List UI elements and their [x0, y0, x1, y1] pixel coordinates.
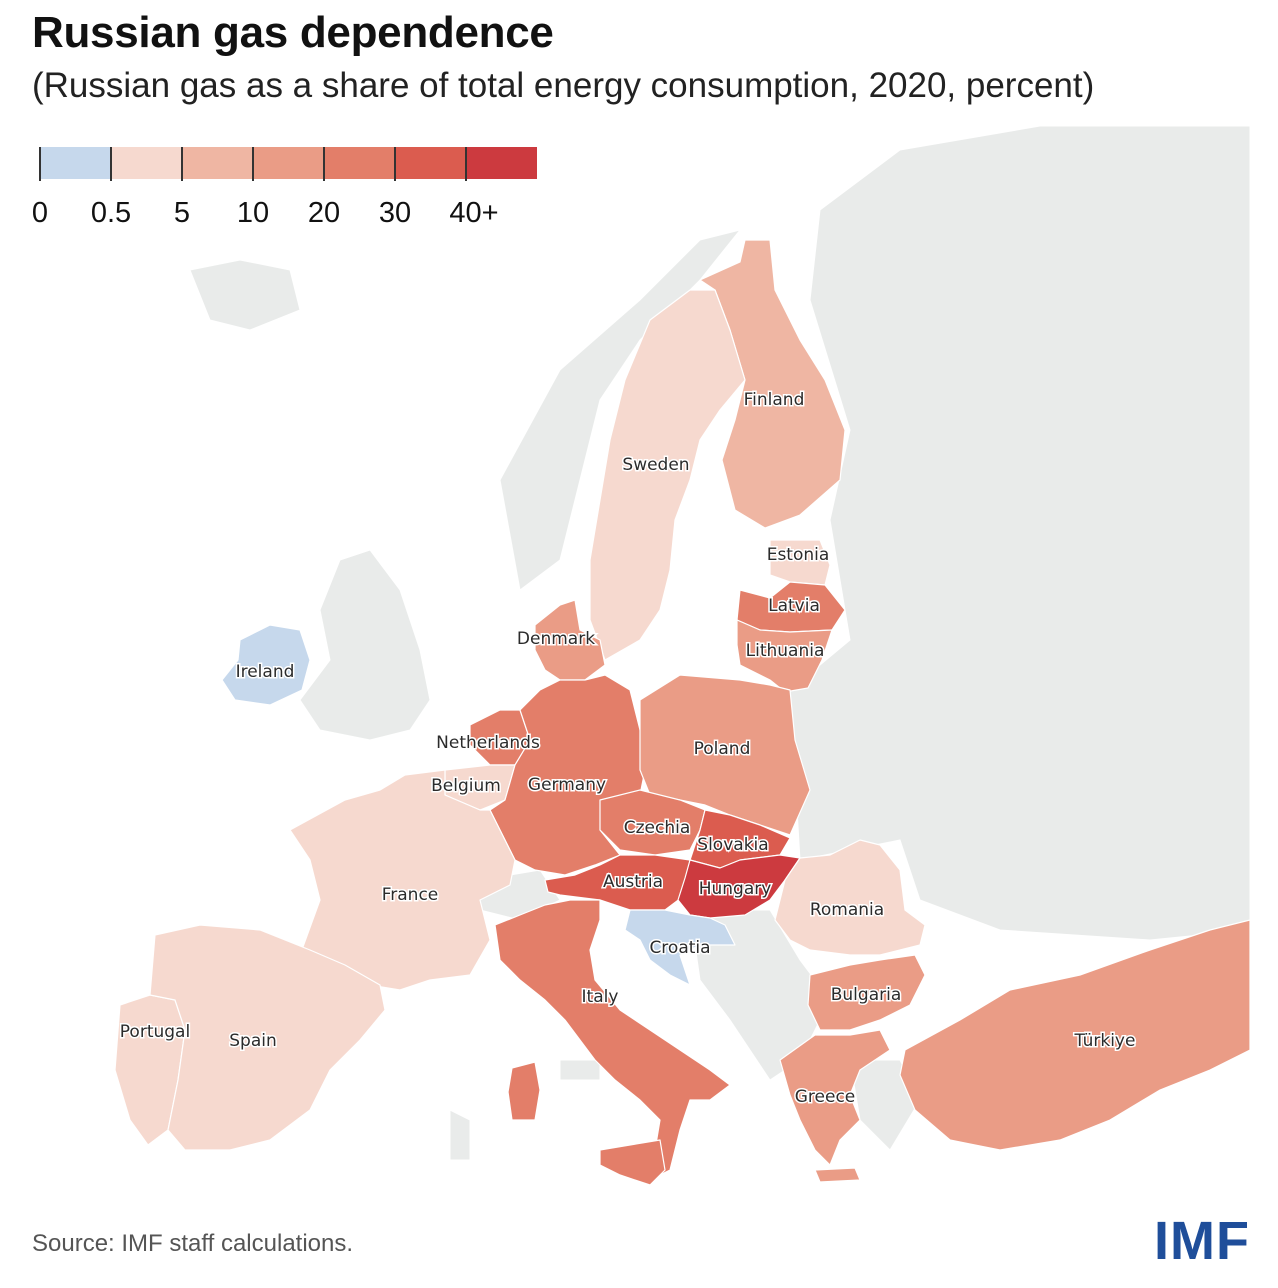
background-land	[189, 125, 1251, 1161]
label-belgium: Belgium	[431, 776, 501, 796]
region-hungary	[677, 854, 801, 919]
legend-tick	[323, 147, 325, 181]
label-netherlands: Netherlands	[436, 733, 540, 753]
label-ireland: Ireland	[236, 662, 295, 682]
label-italy: Italy	[582, 987, 619, 1007]
region-finland	[699, 239, 846, 529]
chart-title: Russian gas dependence	[32, 8, 554, 57]
legend-tick	[394, 147, 396, 181]
label-portugal: Portugal	[120, 1022, 190, 1042]
legend-swatch-2	[182, 147, 253, 179]
region-sardinia	[507, 1061, 541, 1121]
region-greece	[779, 1029, 891, 1166]
label-finland: Finland	[744, 390, 805, 410]
label-spain: Spain	[229, 1031, 277, 1051]
legend-tick	[252, 147, 254, 181]
region-lithuania	[736, 619, 833, 693]
legend-tick	[110, 147, 112, 181]
legend-tick	[465, 147, 467, 181]
legend-label-2: 5	[173, 197, 191, 229]
label-hungary: Hungary	[699, 879, 772, 899]
region-sicily	[599, 1139, 666, 1186]
legend-swatch-0	[40, 147, 111, 179]
label-greece: Greece	[795, 1087, 856, 1107]
legend-swatch-6	[466, 147, 537, 179]
legend-swatch-1	[111, 147, 182, 179]
region-czechia	[599, 789, 706, 856]
label-sweden: Sweden	[622, 455, 689, 475]
label-germany: Germany	[528, 775, 606, 795]
label-czechia: Czechia	[624, 818, 691, 838]
legend-tick	[181, 147, 183, 181]
data-regions	[114, 239, 1251, 1186]
label-poland: Poland	[694, 739, 751, 759]
legend-swatch-5	[395, 147, 466, 179]
region-croatia	[624, 909, 736, 986]
legend-label-0: 0	[31, 197, 49, 229]
region-bulgaria	[807, 954, 926, 1031]
region-crete	[814, 1167, 861, 1183]
region-sweden	[589, 289, 746, 661]
label-slovakia: Slovakia	[697, 835, 768, 855]
country-labels: Finland Sweden Estonia Latvia Lithuania …	[118, 389, 1137, 1109]
label-estonia: Estonia	[767, 545, 830, 565]
legend-label-4: 20	[307, 197, 341, 229]
label-bulgaria: Bulgaria	[831, 985, 902, 1005]
legend-swatch-3	[253, 147, 324, 179]
legend-label-5: 30	[378, 197, 412, 229]
legend-label-1: 0.5	[90, 197, 132, 229]
legend-swatch-4	[324, 147, 395, 179]
label-latvia: Latvia	[768, 596, 820, 616]
legend-label-3: 10	[236, 197, 270, 229]
source-note: Source: IMF staff calculations.	[32, 1230, 354, 1257]
region-italy	[494, 899, 731, 1181]
region-denmark	[534, 599, 606, 681]
label-romania: Romania	[810, 900, 884, 920]
label-croatia: Croatia	[649, 938, 710, 958]
imf-logo: IMF	[1154, 1211, 1250, 1271]
region-turkiye	[899, 919, 1251, 1151]
label-denmark: Denmark	[517, 629, 595, 649]
legend-label-6: 40+	[449, 197, 499, 229]
label-turkiye: Türkiye	[1074, 1031, 1136, 1051]
chart-subtitle: (Russian gas as a share of total energy …	[32, 66, 1095, 105]
label-lithuania: Lithuania	[746, 641, 825, 661]
region-ireland	[221, 624, 311, 706]
label-austria: Austria	[603, 872, 663, 892]
region-romania	[774, 839, 926, 956]
label-france: France	[382, 885, 439, 905]
region-france	[289, 769, 516, 991]
region-spain	[149, 924, 386, 1151]
legend-tick	[39, 147, 41, 181]
region-poland	[639, 674, 811, 836]
